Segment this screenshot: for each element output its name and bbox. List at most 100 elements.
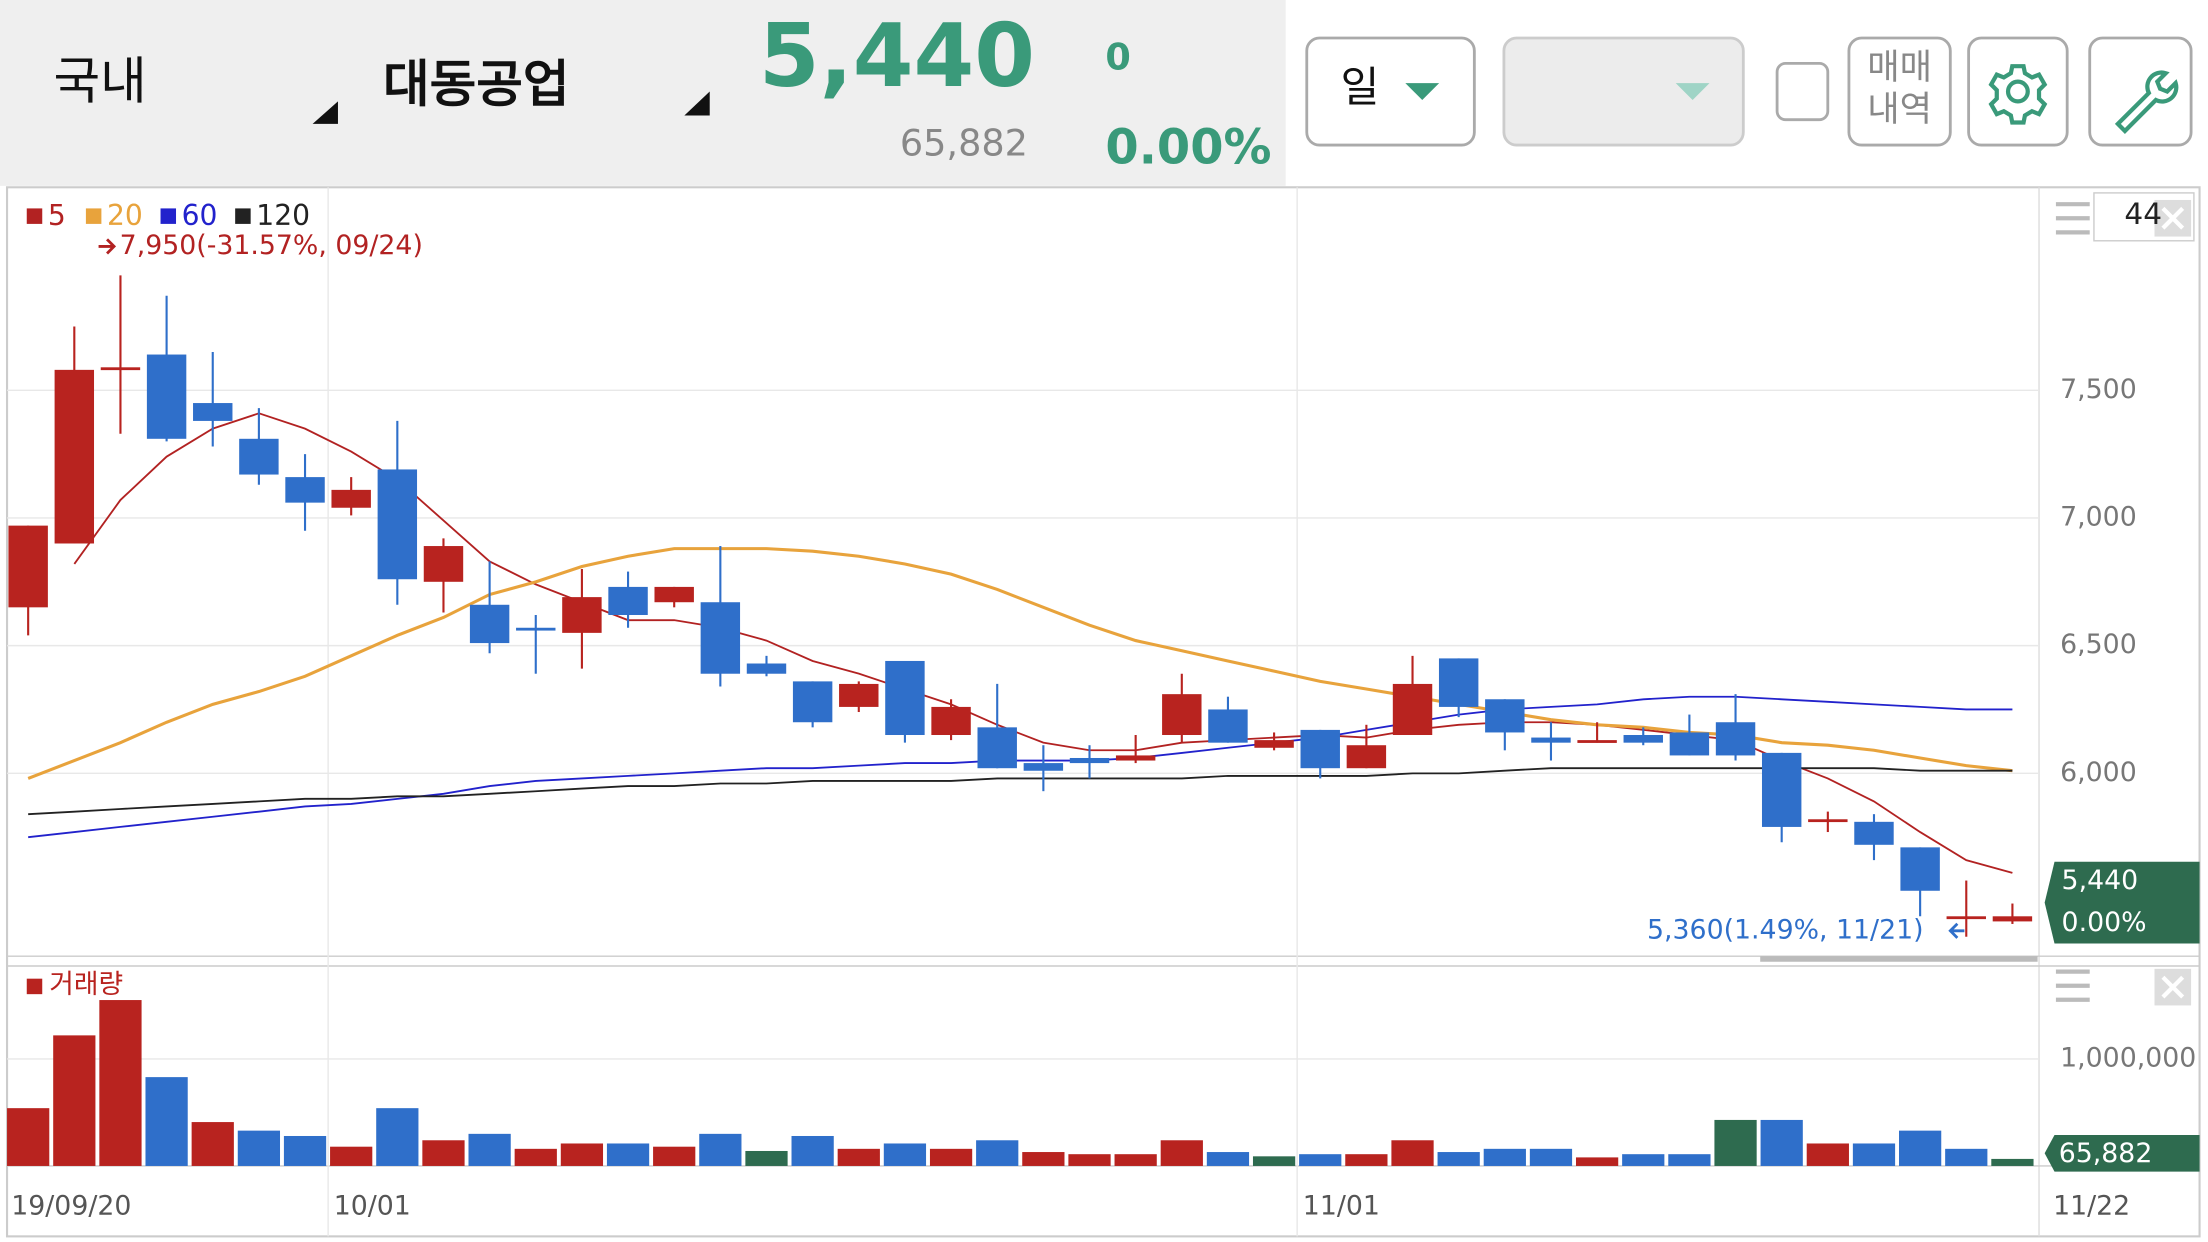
candle-body	[700, 602, 741, 674]
candle-body	[608, 586, 648, 615]
volume-bar	[7, 1108, 50, 1166]
trade-history-button[interactable]	[1847, 36, 1952, 147]
menu-icon[interactable]	[2055, 969, 2090, 1002]
price-tag-label: 5,440	[2062, 865, 2139, 896]
candle-body	[977, 727, 1017, 769]
volume-bar	[283, 1135, 327, 1166]
annotation-arrow	[1948, 922, 1965, 939]
candle-body	[1992, 916, 2033, 922]
candle-body	[1623, 735, 1663, 743]
y-tick-label: 6,500	[2060, 629, 2137, 660]
volume-bar	[1806, 1143, 1849, 1166]
high-annotation: 7,950(-31.57%, 09/24)	[120, 230, 423, 261]
volume-bar	[1299, 1154, 1342, 1166]
volume-bar	[422, 1140, 465, 1166]
dropdown-arrow	[1405, 83, 1440, 100]
candle-body	[1900, 847, 1940, 891]
candle-body	[1300, 729, 1340, 769]
volume-bar	[883, 1143, 927, 1166]
volume-bar	[1899, 1130, 1942, 1166]
candle-body	[746, 663, 787, 674]
volume-bar	[514, 1148, 557, 1166]
legend-label: 5	[48, 199, 66, 232]
candle-body	[1946, 916, 1986, 920]
close-icon[interactable]	[2154, 968, 2192, 1006]
menu-icon[interactable]	[2055, 202, 2090, 235]
gear-icon	[1988, 64, 2048, 125]
volume-bar	[791, 1135, 834, 1166]
candle-body	[654, 586, 694, 603]
candle-body	[516, 627, 556, 631]
volume-tag-label: 65,882	[2059, 1138, 2153, 1169]
period-label: 일	[1341, 63, 1380, 112]
candle-body	[54, 369, 95, 544]
volume-bar	[1529, 1148, 1573, 1166]
candle-body	[331, 489, 371, 508]
candle-body	[1023, 763, 1064, 771]
legend-swatch	[235, 208, 251, 224]
volume-bar	[1945, 1148, 1988, 1166]
volume-bar	[376, 1108, 419, 1166]
volume-bar	[1714, 1119, 1757, 1166]
volume: 65,882	[900, 122, 1028, 165]
legend-label: 20	[107, 199, 143, 232]
volume-bar	[1991, 1158, 2034, 1166]
y-tick-label: 6,000	[2060, 757, 2137, 788]
candle-body	[1854, 821, 1894, 845]
settings-button[interactable]	[1967, 36, 2069, 147]
market-select[interactable]: 국내	[54, 51, 147, 110]
x-tick-label: 11/22	[2053, 1190, 2130, 1221]
stock-select[interactable]: 대동공업	[383, 54, 570, 113]
volume-bar	[1252, 1156, 1296, 1166]
candle-body	[377, 469, 418, 580]
candle-body	[1669, 732, 1710, 756]
legend-swatch	[26, 978, 43, 995]
candle-body	[193, 403, 233, 421]
candle-body	[1346, 745, 1387, 769]
volume-bar	[1483, 1148, 1526, 1166]
volume-bar	[976, 1140, 1019, 1166]
volume-bar	[1160, 1140, 1203, 1166]
volume-bar	[1437, 1152, 1480, 1166]
candle-body	[469, 604, 510, 644]
candle-body	[885, 660, 925, 736]
volume-bar	[330, 1146, 373, 1166]
candle-body	[1715, 722, 1756, 756]
candle-body	[1577, 740, 1617, 743]
checkbox[interactable]	[1775, 61, 1830, 122]
volume-bar	[606, 1143, 650, 1166]
volume-bar	[560, 1143, 604, 1166]
period-select[interactable]	[1305, 36, 1476, 147]
volume-bar	[1022, 1152, 1065, 1166]
volume-bar	[745, 1150, 788, 1166]
x-tick-label: 11/01	[1303, 1190, 1380, 1221]
volume-bar	[53, 1035, 96, 1166]
dropdown-arrow	[684, 91, 710, 116]
volume-bar	[1068, 1154, 1111, 1166]
chart-layer: 6,000 6,500 7,000 7,500 19/09/20 10/01 11/01 11…	[7, 187, 2196, 1237]
close-icon[interactable]	[2154, 199, 2192, 237]
candle-body	[1069, 757, 1110, 764]
candle-body	[285, 477, 325, 503]
volume-bar	[1852, 1143, 1896, 1166]
y-tick-label: 7,500	[2060, 374, 2137, 405]
x-tick-label: 19/09/20	[11, 1190, 131, 1221]
candle-body	[792, 681, 833, 723]
candle-body	[839, 683, 879, 707]
candle-body	[562, 597, 602, 633]
y-tick-label: 7,000	[2060, 501, 2137, 532]
candle-body	[100, 367, 141, 371]
tool-button[interactable]	[2088, 36, 2193, 147]
annotation-arrow	[98, 238, 117, 255]
current-price: 5,440	[759, 5, 1035, 107]
volume-bar	[99, 1000, 142, 1166]
legend-label: 거래량	[49, 969, 123, 1000]
volume-bar	[837, 1148, 880, 1166]
legend-label: 120	[256, 199, 310, 232]
volume-bar	[1622, 1154, 1665, 1166]
volume-bar	[191, 1122, 234, 1166]
volume-bar	[468, 1133, 511, 1166]
empty-select[interactable]	[1502, 36, 1745, 147]
